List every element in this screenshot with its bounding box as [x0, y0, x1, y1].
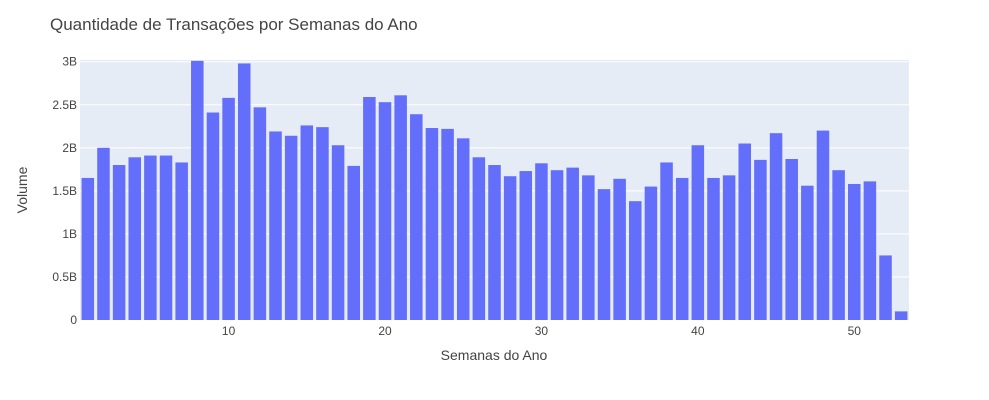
- bar-week-40[interactable]: [691, 145, 705, 320]
- bar-week-22[interactable]: [410, 114, 423, 321]
- bar-week-15[interactable]: [300, 125, 314, 320]
- bar-week-30[interactable]: [535, 163, 548, 320]
- bar-week-11[interactable]: [237, 63, 251, 320]
- y-tick-label: 2B: [62, 141, 77, 155]
- x-tick-label: 50: [848, 324, 862, 338]
- y-axis-title: Volume: [14, 166, 30, 213]
- bar-week-23[interactable]: [425, 128, 439, 320]
- x-tick-label: 40: [691, 324, 705, 338]
- bar-week-12[interactable]: [253, 107, 267, 321]
- bar-week-35[interactable]: [613, 178, 626, 320]
- bar-week-1[interactable]: [81, 177, 95, 320]
- x-axis-title: Semanas do Ano: [441, 347, 548, 363]
- bar-week-25[interactable]: [456, 138, 470, 320]
- bar-week-29[interactable]: [519, 171, 533, 320]
- x-tick-label: 20: [378, 324, 392, 338]
- bar-week-44[interactable]: [754, 159, 767, 320]
- bar-week-2[interactable]: [97, 147, 110, 320]
- bar-week-37[interactable]: [644, 186, 658, 320]
- bar-week-26[interactable]: [472, 157, 486, 320]
- bar-week-28[interactable]: [503, 176, 517, 320]
- bar-week-46[interactable]: [785, 159, 798, 320]
- y-tick-label: 0: [70, 313, 77, 327]
- bar-week-9[interactable]: [206, 112, 220, 320]
- bar-week-24[interactable]: [441, 128, 454, 320]
- bar-week-42[interactable]: [722, 175, 736, 320]
- bar-week-8[interactable]: [191, 60, 204, 320]
- bar-week-34[interactable]: [597, 189, 611, 320]
- y-tick-label: 1B: [62, 227, 77, 241]
- bar-week-10[interactable]: [222, 97, 235, 320]
- bar-week-38[interactable]: [660, 162, 673, 320]
- y-tick-label: 3B: [62, 55, 77, 69]
- bar-week-14[interactable]: [284, 135, 298, 320]
- bar-week-13[interactable]: [269, 131, 282, 320]
- bar-week-32[interactable]: [566, 167, 579, 320]
- bar-week-20[interactable]: [378, 102, 392, 321]
- bar-week-52[interactable]: [879, 255, 892, 320]
- y-axis-ticks: 0 0.5B 1B 1.5B 2B 2.5B 3B: [52, 55, 77, 327]
- x-axis-ticks: 10 20 30 40 50: [222, 324, 861, 338]
- bar-week-5[interactable]: [144, 155, 157, 320]
- bar-week-6[interactable]: [159, 155, 173, 320]
- bar-week-49[interactable]: [832, 170, 845, 320]
- bars-group: [81, 60, 908, 321]
- bar-week-27[interactable]: [488, 165, 501, 320]
- bar-week-17[interactable]: [331, 145, 345, 320]
- y-tick-label: 2.5B: [52, 98, 77, 112]
- bar-week-7[interactable]: [175, 162, 188, 320]
- bar-week-53[interactable]: [894, 311, 908, 320]
- bar-week-3[interactable]: [112, 165, 126, 320]
- bar-week-4[interactable]: [128, 157, 142, 320]
- bar-week-36[interactable]: [629, 201, 642, 320]
- x-tick-label: 30: [535, 324, 549, 338]
- bar-week-39[interactable]: [675, 177, 689, 320]
- x-tick-label: 10: [222, 324, 236, 338]
- bar-week-50[interactable]: [847, 183, 861, 320]
- bar-week-33[interactable]: [582, 175, 595, 320]
- chart-title: Quantidade de Transações por Semanas do …: [50, 15, 418, 34]
- bar-week-16[interactable]: [316, 127, 329, 321]
- bar-week-45[interactable]: [769, 133, 783, 320]
- bar-week-43[interactable]: [738, 143, 752, 320]
- y-tick-label: 0.5B: [52, 270, 77, 284]
- y-tick-label: 1.5B: [52, 184, 77, 198]
- bar-week-47[interactable]: [801, 185, 814, 320]
- bar-week-18[interactable]: [347, 165, 360, 320]
- bar-week-31[interactable]: [550, 170, 564, 320]
- bar-week-21[interactable]: [394, 95, 407, 321]
- bar-week-51[interactable]: [863, 181, 877, 320]
- bar-week-19[interactable]: [363, 97, 376, 320]
- bar-week-48[interactable]: [816, 130, 830, 320]
- bar-week-41[interactable]: [707, 177, 720, 320]
